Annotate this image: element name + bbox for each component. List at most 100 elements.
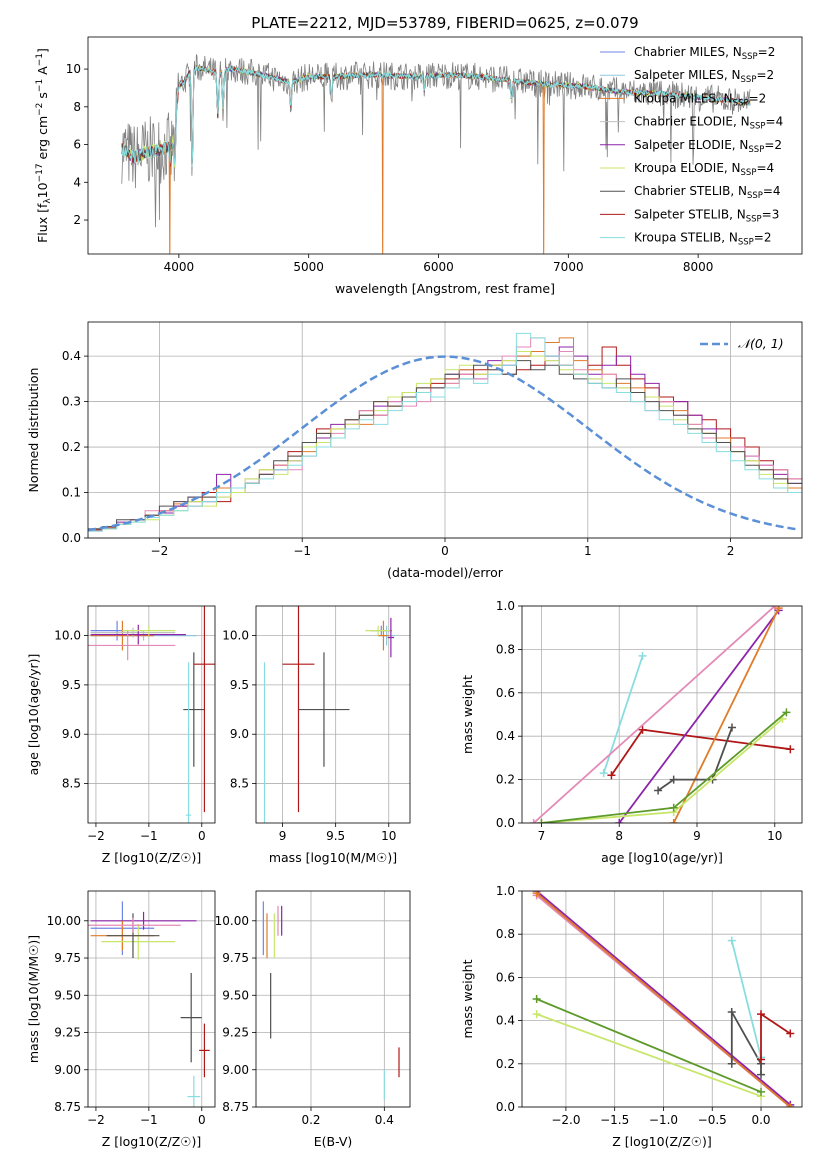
legend-suffix: =4	[756, 161, 774, 175]
x-tick-label: 7000	[553, 260, 584, 274]
x-axis-label: Z [log10(Z/Z☉)]	[612, 1134, 712, 1149]
axes-frame	[255, 890, 411, 1108]
legend-suffix: =4	[766, 115, 784, 129]
errorbar-point	[180, 972, 202, 1063]
legend-name: Salpeter ELODIE, N	[634, 138, 748, 152]
y-tick-label: 8.5	[230, 777, 249, 791]
legend-sub: SSP	[746, 214, 762, 224]
weight-marker	[615, 819, 624, 823]
weight-marker	[532, 1010, 541, 1019]
plot-area	[121, 54, 751, 254]
x-tick-label: 1	[584, 544, 592, 558]
y-axis-label: age [log10(age/yr)]	[26, 654, 41, 776]
weight-marker	[727, 936, 736, 945]
x-tick-label: 8	[615, 829, 623, 843]
y-label-part: −1	[35, 53, 45, 66]
legend-name: Salpeter STELIB, N	[634, 207, 746, 221]
y-tick-label: 0.0	[496, 1100, 515, 1114]
legend-entry: Chabrier ELODIE, NSSP=4	[634, 115, 783, 132]
y-tick-label: 2	[73, 213, 81, 227]
x-tick-label: −2	[87, 829, 105, 843]
weight-marker	[727, 1007, 736, 1016]
panel-age_vs_Z: −2 −1 0 8.5 9.0 9.5 10.0 Z [log10(Z/Z☉)] age [lo…	[26, 605, 216, 865]
y-tick-label: 9.5	[62, 678, 81, 692]
axes-frame	[521, 605, 803, 824]
legend-entry: Kroupa MILES, NSSP=2	[634, 91, 766, 108]
weight-line	[672, 607, 780, 823]
y-tick-label: 0.4	[496, 729, 515, 743]
x-axis-label: age [log10(age/yr)]	[601, 850, 723, 865]
spectrum-line	[121, 65, 751, 167]
x-tick-label: −1.0	[649, 1113, 678, 1127]
legend-suffix: =2	[754, 231, 772, 245]
y-tick-label: 4	[73, 175, 81, 189]
weight-line	[536, 1013, 762, 1098]
y-tick-label: 0.2	[496, 1057, 515, 1071]
panel-age_vs_mass: 9 9.5 10 8.5 9.0 9.5 10.0 mass [log10(M/M☉)]	[222, 605, 411, 865]
x-axis-label: wavelength [Angstrom, rest frame]	[335, 281, 555, 296]
errorbar-point	[183, 652, 205, 767]
y-axis-label: mass weight	[460, 959, 475, 1038]
y-axis-label: Flux [fλ10−17 erg cm−2 s−1 A−1]	[35, 48, 53, 243]
legend-sub: SSP	[733, 98, 749, 108]
x-tick-label: 0.4	[375, 1113, 394, 1127]
weight-marker	[727, 1059, 736, 1068]
y-tick-label: 0.6	[496, 970, 515, 984]
legend-sub: SSP	[738, 238, 754, 248]
y-tick-label: 10	[66, 62, 81, 76]
axes-frame	[87, 605, 216, 824]
y-tick-label: 1.0	[496, 884, 515, 898]
weight-line	[618, 609, 780, 823]
legend-sub: SSP	[750, 122, 766, 132]
errorbar-point	[298, 652, 350, 767]
panel-mass_vs_ebv: 0.2 0.4 8.75 9.00 9.25 9.50 9.75 10.00 E(B-V)	[215, 890, 411, 1149]
weight-line	[730, 1008, 762, 1075]
weight-line	[536, 892, 791, 1107]
y-label-part: A	[35, 66, 50, 79]
x-tick-label: 5000	[293, 260, 324, 274]
weight-marker	[599, 769, 608, 778]
y-label-part: −2	[35, 103, 45, 116]
panel-residuals: −2 −1 0 1 2 0.0 0.1 0.2 0.3 0.4 (data-model)/error…	[26, 321, 803, 580]
legend-sub: SSP	[747, 191, 763, 201]
y-tick-label: 9.00	[54, 1063, 81, 1077]
y-axis-label: mass weight	[460, 675, 475, 754]
y-tick-label: 9.5	[230, 678, 249, 692]
legend-suffix: =2	[764, 138, 782, 152]
axes-frame	[87, 321, 803, 539]
y-tick-label: 6	[73, 138, 81, 152]
legend-entry: Chabrier MILES, NSSP=2	[634, 45, 775, 62]
errorbar-point	[187, 1075, 201, 1107]
errorbar-point	[90, 627, 176, 638]
weight-marker	[654, 786, 663, 795]
y-tick-label: 9.50	[54, 988, 81, 1002]
legend-suffix: =4	[763, 184, 781, 198]
y-tick-label: 9.00	[222, 1063, 249, 1077]
errorbar-point	[88, 917, 181, 933]
errorbar-point	[199, 1023, 210, 1078]
y-tick-label: 8.75	[54, 1100, 81, 1114]
x-tick-label: 0	[441, 544, 449, 558]
y-tick-label: 9.75	[222, 951, 249, 965]
y-tick-label: 10.0	[222, 629, 249, 643]
y-tick-label: 0.8	[496, 642, 515, 656]
errorbar-point	[365, 625, 391, 636]
x-tick-label: 10	[767, 829, 782, 843]
legend-name: Kroupa STELIB, N	[634, 231, 738, 245]
plot-area	[262, 901, 400, 1100]
axes-frame	[521, 890, 803, 1108]
axes-frame	[255, 605, 411, 824]
y-tick-label: 0.2	[62, 440, 81, 454]
y-tick-label: 0.0	[496, 816, 515, 830]
x-tick-label: −1	[293, 544, 311, 558]
y-tick-label: 0.0	[62, 531, 81, 545]
legend-sub: SSP	[741, 75, 757, 85]
histogram	[88, 332, 802, 538]
weight-line	[536, 891, 791, 1106]
panel-spectrum: 4000 5000 6000 7000 8000 2 4 6 8 10 wavelength [An…	[35, 36, 803, 296]
y-label-part: −1	[35, 79, 45, 92]
weight-line	[657, 727, 733, 792]
errorbar-point	[88, 630, 176, 661]
